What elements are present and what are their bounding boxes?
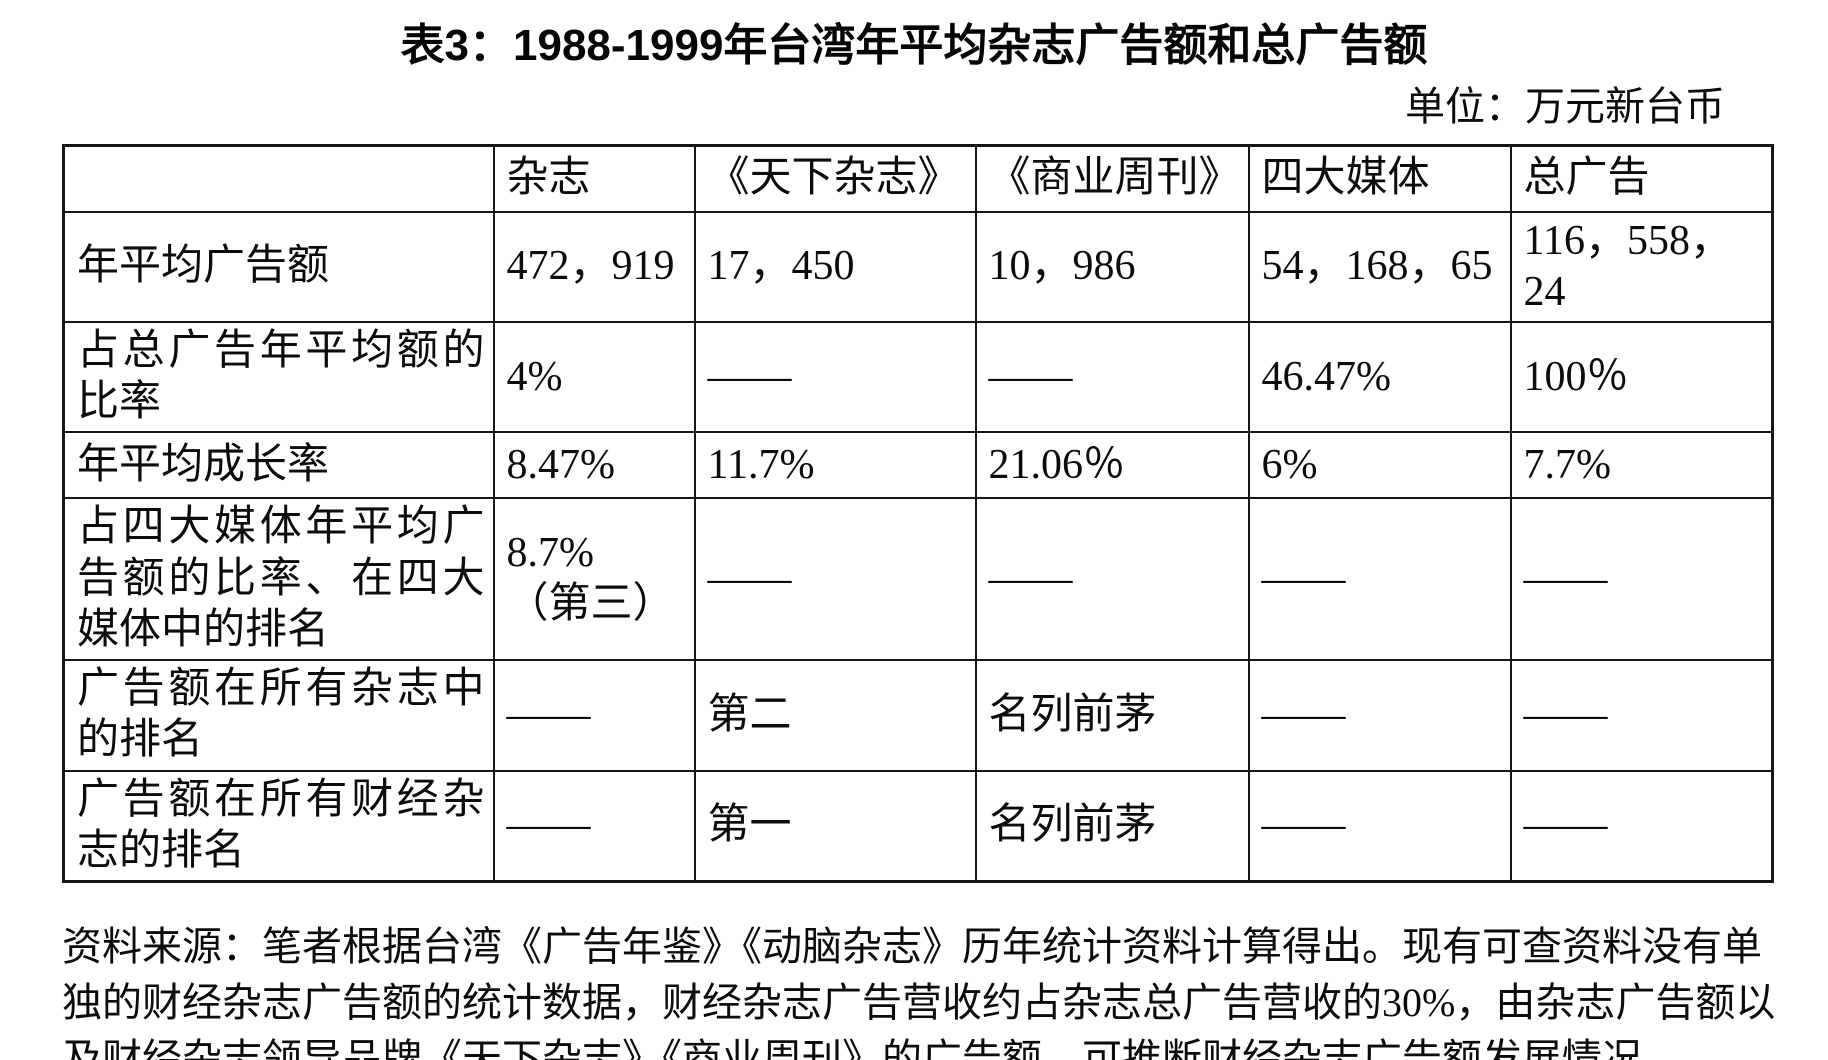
table-row: 占总广告年平均额的比率 4% —— —— 46.47% 100％ [62,320,1774,434]
table-cell: 100％ [1509,320,1774,434]
row-label: 广告额在所有杂志中的排名 [62,659,495,772]
table-cell: —— [693,497,977,662]
column-header-fourmedia: 四大媒体 [1247,144,1512,213]
row-label: 年平均广告额 [62,210,495,323]
column-header-magazine: 杂志 [492,144,696,213]
table-cell: —— [1247,659,1512,772]
table-cell: 116，558，24 [1509,210,1774,323]
table-cell: 11.7% [693,431,977,500]
table-cell: —— [974,497,1250,662]
header-row: 杂志 《天下杂志》 《商业周刊》 四大媒体 总广告 [62,144,1774,213]
table-cell: 46.47% [1247,320,1512,434]
table-cell: —— [1247,769,1512,883]
row-label: 广告额在所有财经杂志的排名 [62,769,495,883]
column-header-rowlabel [62,144,495,213]
table-cell: —— [492,769,696,883]
source-note: 资料来源：笔者根据台湾《广告年鉴》《动脑杂志》历年统计资料计算得出。现有可查资料… [62,919,1778,1060]
table-cell: 7.7% [1509,431,1774,500]
table-cell: 名列前茅 [974,659,1250,772]
table-cell: 8.7% （第三） [492,497,696,662]
table-row: 占四大媒体年平均广告额的比率、在四大媒体中的排名 8.7% （第三） —— ——… [62,497,1774,662]
column-header-businessweekly: 《商业周刊》 [974,144,1250,213]
column-header-commonwealth: 《天下杂志》 [693,144,977,213]
row-label: 占总广告年平均额的比率 [62,320,495,434]
table-cell: 名列前茅 [974,769,1250,883]
table-row: 年平均广告额 472，919 17，450 10，986 54，168，65 1… [62,210,1774,323]
table-cell: —— [492,659,696,772]
source-note-line: 独的财经杂志广告额的统计数据，财经杂志广告营收约占杂志总广告营收的30%，由杂志… [62,980,1776,1026]
document-page: 表3：1988-1999年台湾年平均杂志广告额和总广告额 单位：万元新台币 杂志… [0,18,1828,1060]
table-cell: —— [1247,497,1512,662]
table-cell: —— [1509,769,1774,883]
table-cell: 8.47% [492,431,696,500]
table-cell: 21.06％ [974,431,1250,500]
column-header-totalad: 总广告 [1509,144,1774,213]
table-cell: —— [1509,659,1774,772]
unit-note: 单位：万元新台币 [1405,84,1725,129]
data-table: 杂志 《天下杂志》 《商业周刊》 四大媒体 总广告 年平均广告额 472，919… [62,144,1774,884]
row-label: 年平均成长率 [62,431,495,500]
table-cell: 6% [1247,431,1512,500]
page-title: 表3：1988-1999年台湾年平均杂志广告额和总广告额 [400,21,1428,70]
source-note-line: 资料来源：笔者根据台湾《广告年鉴》《动脑杂志》历年统计资料计算得出。现有可查资料… [62,924,1762,970]
table-cell: 17，450 [693,210,977,323]
table-cell: 4% [492,320,696,434]
source-note-line: 及财经杂志领导品牌《天下杂志》《商业周刊》的广告额，可推断财经杂志广告额发展情况… [62,1036,1682,1060]
table-row: 广告额在所有杂志中的排名 —— 第二 名列前茅 —— —— [62,659,1774,772]
table-cell: —— [974,320,1250,434]
table-cell: 472，919 [492,210,696,323]
table-row: 年平均成长率 8.47% 11.7% 21.06％ 6% 7.7% [62,431,1774,500]
row-label: 占四大媒体年平均广告额的比率、在四大媒体中的排名 [62,497,495,662]
table-cell: 54，168，65 [1247,210,1512,323]
table-cell: —— [1509,497,1774,662]
table-cell: 第一 [693,769,977,883]
table-cell: 10，986 [974,210,1250,323]
table-cell: 第二 [693,659,977,772]
table-row: 广告额在所有财经杂志的排名 —— 第一 名列前茅 —— —— [62,769,1774,883]
table-cell: —— [693,320,977,434]
